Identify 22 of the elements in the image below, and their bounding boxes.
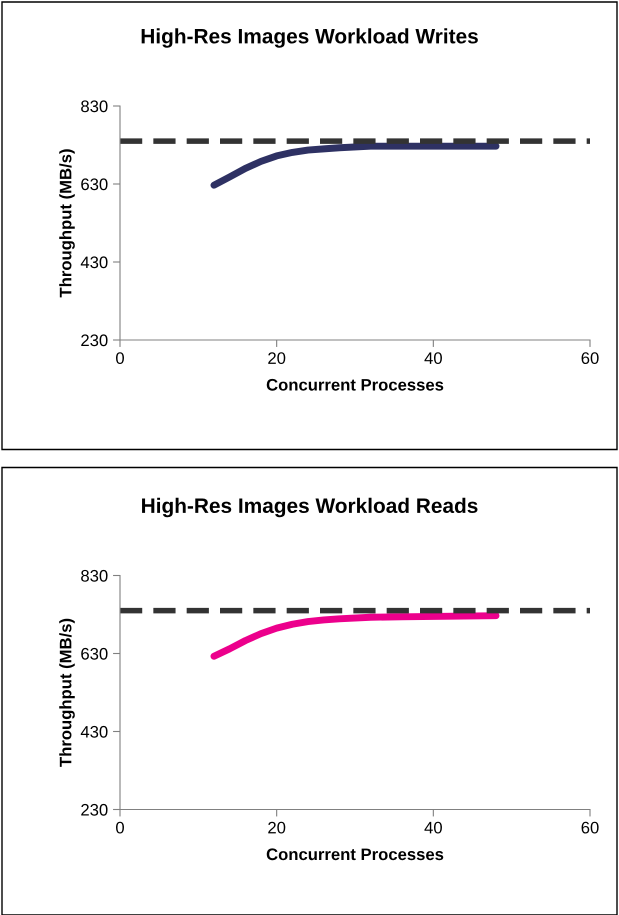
chart-title: High-Res Images Workload Reads xyxy=(142,498,478,518)
y-tick-label: 630 xyxy=(81,178,108,190)
x-tick-label: 0 xyxy=(116,822,124,834)
y-axis-title: Throughput (MB/s) xyxy=(59,149,75,298)
x-tick-label: 40 xyxy=(424,822,442,834)
y-tick-label: 830 xyxy=(81,570,108,582)
x-tick-label: 0 xyxy=(116,352,124,364)
y-axis-title: Throughput (MB/s) xyxy=(59,618,75,767)
x-tick-label: 40 xyxy=(424,352,442,364)
x-tick-label: 60 xyxy=(582,822,599,834)
y-tick-label: 430 xyxy=(80,256,108,268)
y-tick-label: 630 xyxy=(81,648,108,660)
y-tick-label: 230 xyxy=(81,334,108,346)
y-tick-label: 830 xyxy=(81,100,108,112)
chart-title: High-Res Images Workload Writes xyxy=(142,28,478,48)
y-tick-label: 230 xyxy=(81,804,108,816)
x-axis-title: Concurrent Processes xyxy=(266,378,444,391)
x-tick-label: 20 xyxy=(268,822,286,834)
x-tick-label: 20 xyxy=(268,352,286,364)
y-tick-label: 430 xyxy=(80,726,108,738)
x-tick-label: 60 xyxy=(582,352,599,364)
x-axis-title: Concurrent Processes xyxy=(266,848,444,860)
